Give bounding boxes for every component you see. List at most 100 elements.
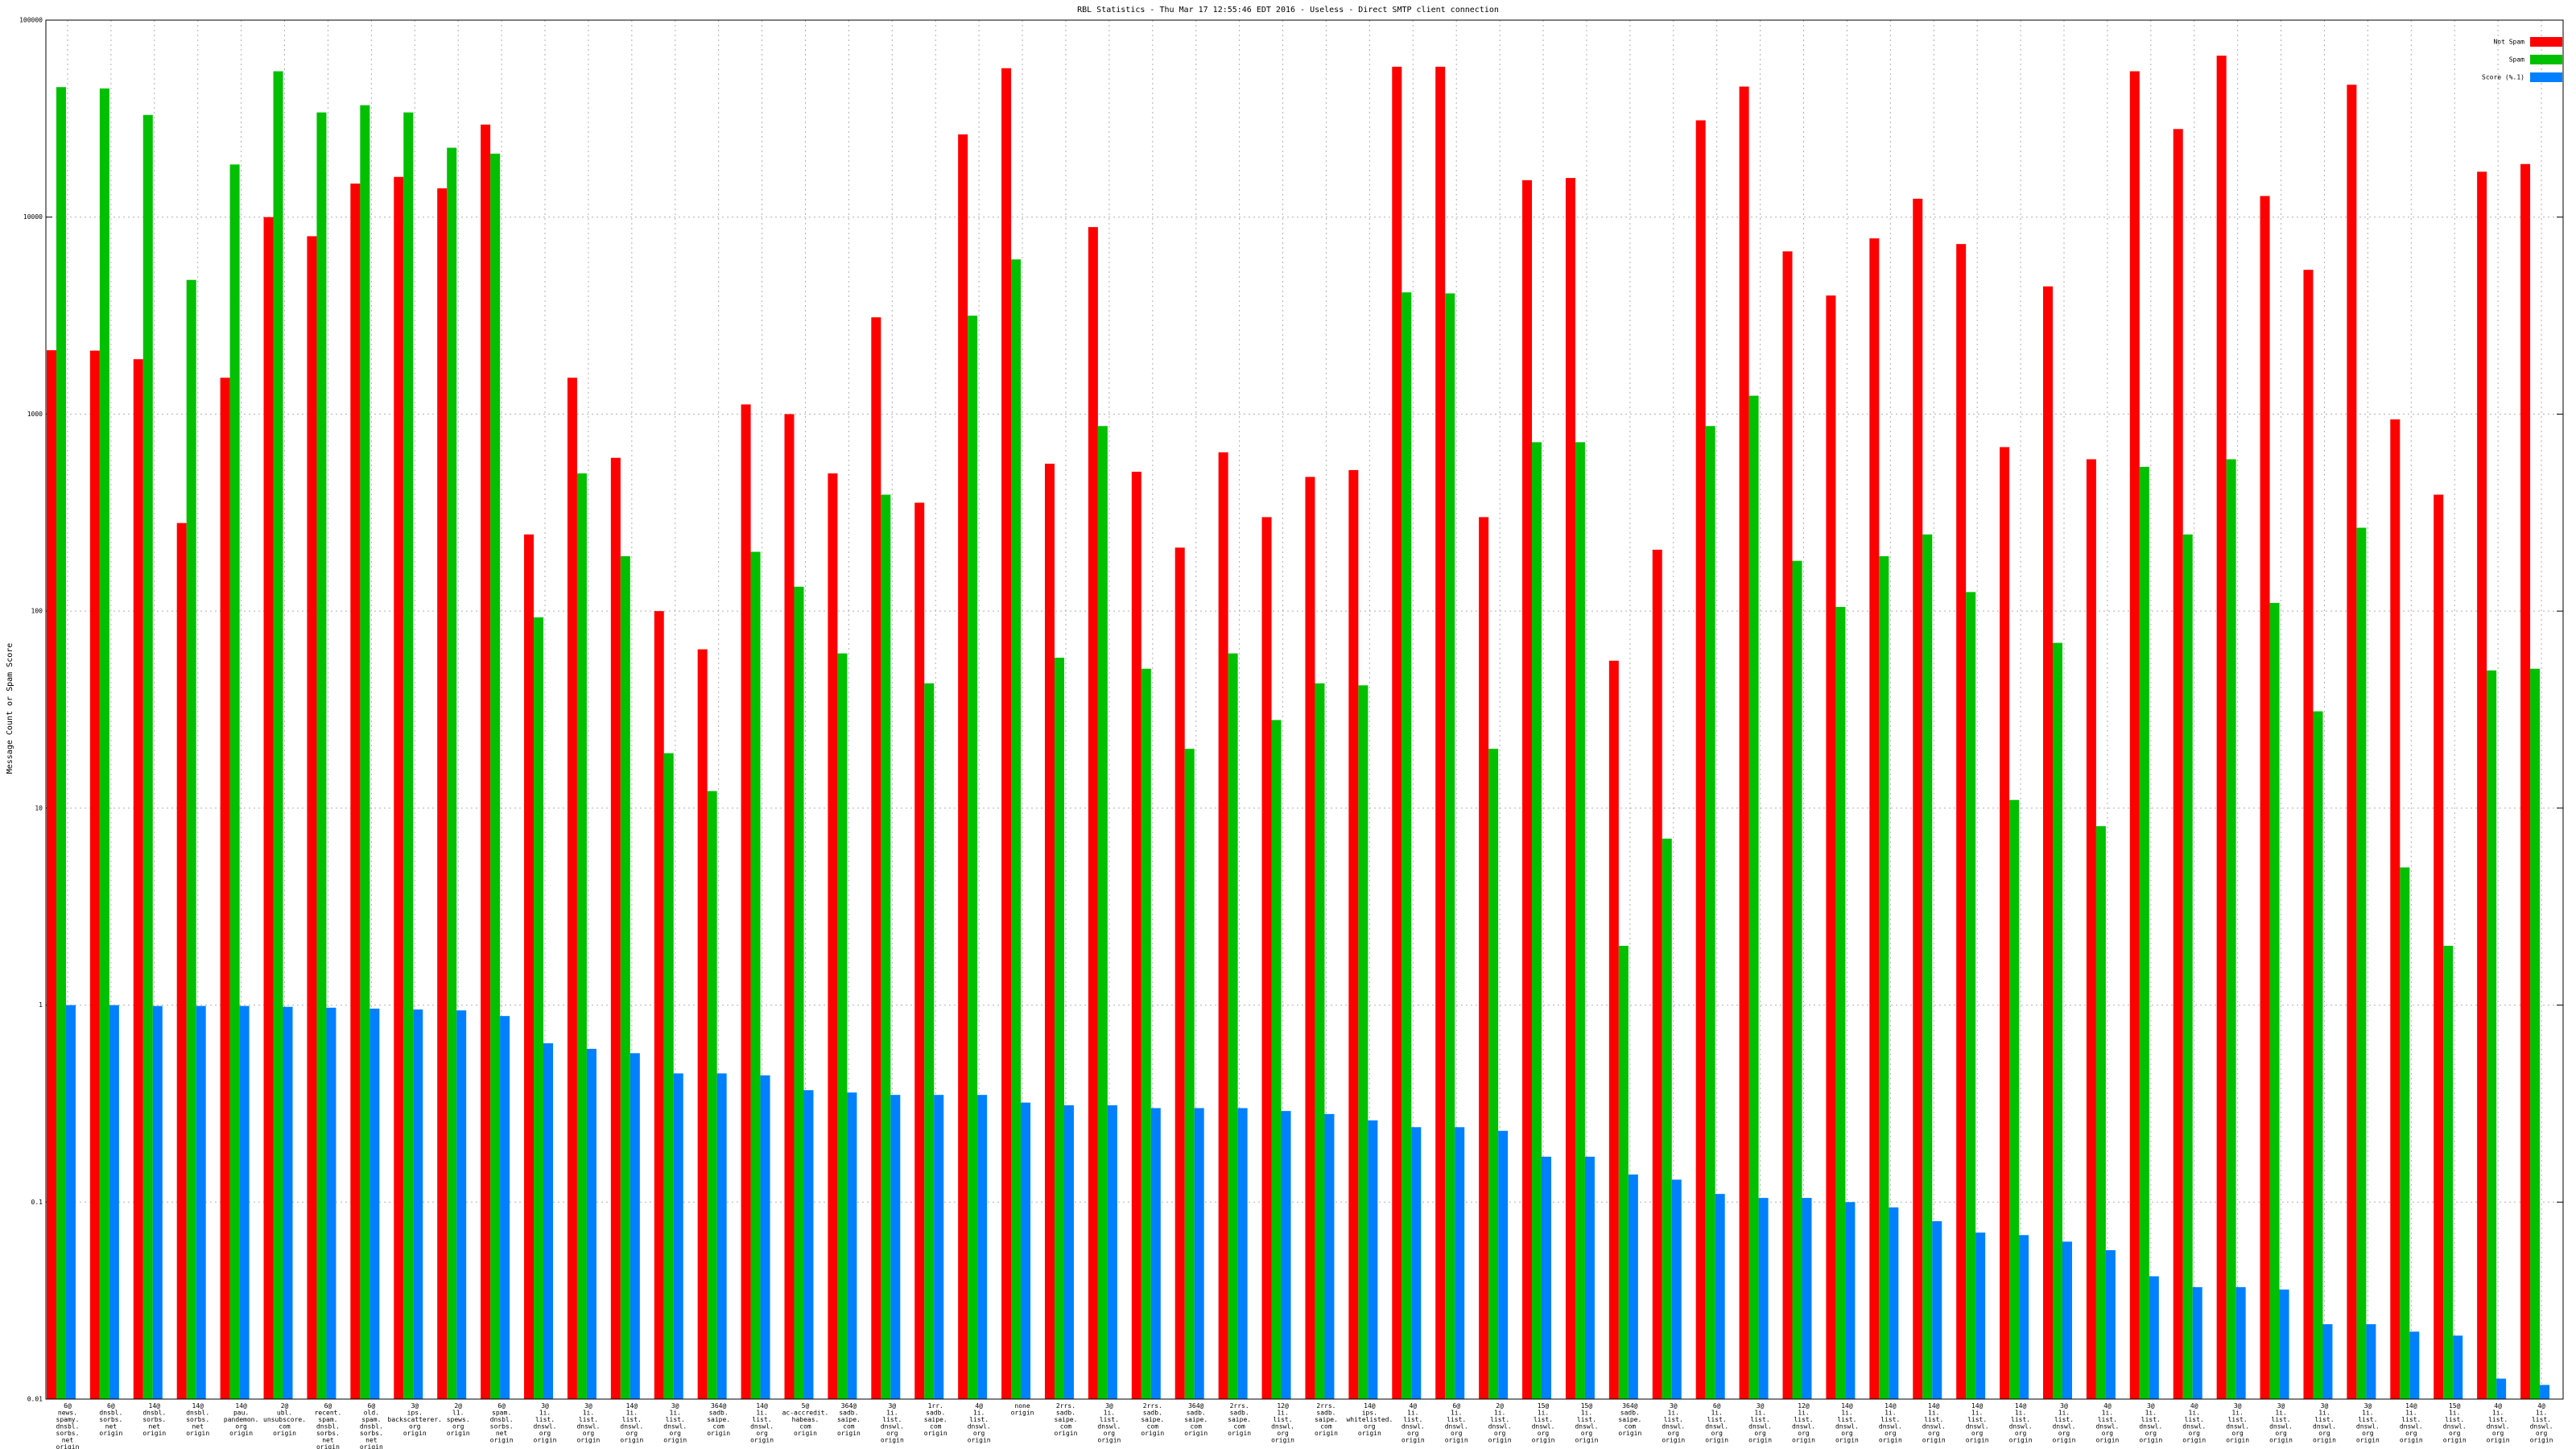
- bar: [663, 753, 674, 1399]
- bar: [1479, 517, 1489, 1399]
- bar: [2216, 56, 2227, 1400]
- bar: [576, 473, 587, 1399]
- x-tick-label: 14@ 1i. list. dnswl. org origin: [1922, 1402, 1946, 1444]
- bar: [1237, 1108, 1248, 1399]
- x-tick-label: 3@ 1i. list. dnswl. org origin: [534, 1402, 557, 1444]
- bar: [1671, 1179, 1682, 1399]
- bar: [881, 494, 891, 1399]
- x-tick-label: 5@ ac-accredit. habeas. com origin: [782, 1402, 829, 1437]
- bar: [707, 791, 717, 1399]
- bar: [2182, 534, 2193, 1399]
- bar: [567, 378, 577, 1399]
- x-tick-label: 364@ sadb. saipe. com origin: [707, 1402, 730, 1437]
- x-tick-label: 2@ l1. spews. org origin: [447, 1402, 470, 1437]
- x-tick-label: 3@ 1i. list. dnswl. org origin: [2053, 1402, 2076, 1444]
- bar: [2269, 603, 2280, 1399]
- bar: [1392, 66, 1402, 1399]
- x-tick-label: 3@ ips. backscatterer. org origin: [388, 1402, 442, 1437]
- bar: [890, 1095, 901, 1399]
- x-tick-label: 6@ news. spamy. dnsbl. sorbs. net origin: [56, 1402, 80, 1449]
- bar: [871, 317, 881, 1400]
- bar: [273, 71, 283, 1399]
- bar: [1748, 395, 1759, 1400]
- x-tick-label: 14@ dnsbl. sorbs. net origin: [142, 1402, 166, 1437]
- bar: [1522, 180, 1533, 1399]
- bar: [1966, 592, 1976, 1399]
- x-tick-label: 3@ 1i. list. dnswl. org origin: [2356, 1402, 2380, 1444]
- bar: [2095, 826, 2106, 1399]
- bar: [586, 1048, 597, 1399]
- bar: [2540, 1385, 2550, 1399]
- bar: [1835, 606, 1846, 1399]
- bar: [1565, 178, 1575, 1399]
- x-tick-label: 364@ sadb. saipe. com origin: [837, 1402, 861, 1437]
- bar: [1315, 683, 1325, 1399]
- bar: [828, 473, 838, 1399]
- x-tick-label: 6@ recent. spam. dnsbl. sorbs. net origin: [315, 1402, 342, 1449]
- bar: [1932, 1221, 1942, 1399]
- bar: [447, 147, 457, 1400]
- bar: [1584, 1156, 1595, 1399]
- bar: [1324, 1113, 1335, 1399]
- bar: [1044, 464, 1055, 1399]
- bar: [610, 457, 621, 1399]
- bar: [1879, 555, 1889, 1399]
- bar: [326, 1007, 336, 1399]
- bar: [924, 683, 935, 1399]
- x-tick-label: 4@ 1i. list. dnswl. org origin: [1402, 1402, 1425, 1444]
- x-tick-label: 3@ 1i. list. dnswl. org origin: [576, 1402, 600, 1444]
- y-tick-label: 10000: [23, 213, 43, 221]
- legend-swatch: [2530, 37, 2562, 47]
- bar: [2139, 466, 2149, 1399]
- bar: [524, 534, 535, 1399]
- bar: [760, 1075, 770, 1399]
- legend-swatch: [2530, 55, 2562, 64]
- x-tick-label: 3@ 1i. list. dnswl. org origin: [2139, 1402, 2162, 1444]
- bar: [1802, 1198, 1812, 1399]
- bar: [239, 1005, 250, 1399]
- x-tick-label: 3@ 1i. list. dnswl. org origin: [881, 1402, 904, 1444]
- legend-label: Spam: [2509, 56, 2524, 64]
- bar: [2434, 494, 2444, 1399]
- chart-title: RBL Statistics - Thu Mar 17 12:55:46 EDT…: [1077, 6, 1499, 14]
- x-tick-label: 6@ 1i. list. dnswl. org origin: [1445, 1402, 1468, 1444]
- bar: [1021, 1102, 1031, 1399]
- bar: [968, 316, 978, 1400]
- bar: [2530, 668, 2541, 1399]
- bar: [176, 522, 187, 1399]
- bar: [784, 414, 795, 1399]
- bar: [2042, 286, 2053, 1399]
- x-tick-label: 3@ 1i. list. dnswl. org origin: [2226, 1402, 2249, 1444]
- x-tick-label: 15@ 1i. list. dnswl. org origin: [1575, 1402, 1598, 1444]
- bar: [1758, 1198, 1769, 1399]
- bar: [1281, 1111, 1291, 1399]
- bar: [2347, 85, 2357, 1400]
- legend-label: Not Spam: [2493, 39, 2524, 46]
- bar: [1826, 295, 1836, 1399]
- bar: [1271, 720, 1282, 1399]
- x-tick-label: 2rrs. sadb. saipe. com origin: [1141, 1402, 1164, 1437]
- x-tick-label: 364@ sadb. saipe. com origin: [1618, 1402, 1641, 1437]
- bar: [1715, 1194, 1725, 1399]
- bar: [1305, 477, 1315, 1400]
- bar: [1956, 244, 1967, 1399]
- bar: [2400, 867, 2410, 1399]
- bar: [1131, 471, 1141, 1399]
- bar: [133, 359, 143, 1399]
- x-tick-label: 4@ 1i. list. dnswl. org origin: [2530, 1402, 2553, 1444]
- bar: [1608, 660, 1619, 1399]
- bar: [1792, 560, 1802, 1399]
- bar: [1358, 685, 1368, 1399]
- x-tick-label: 14@ pau. pandemon. org origin: [224, 1402, 258, 1437]
- bar: [1913, 198, 1923, 1399]
- bar: [794, 586, 804, 1399]
- bar: [1097, 426, 1108, 1400]
- bar: [307, 236, 317, 1399]
- bar: [1652, 549, 1662, 1399]
- bar: [2279, 1289, 2289, 1399]
- bar: [360, 105, 370, 1399]
- y-axis-label: Message Count or Spam Score: [6, 643, 14, 774]
- bar: [2322, 1323, 2333, 1399]
- legend-label: Score (%.1): [2482, 74, 2524, 81]
